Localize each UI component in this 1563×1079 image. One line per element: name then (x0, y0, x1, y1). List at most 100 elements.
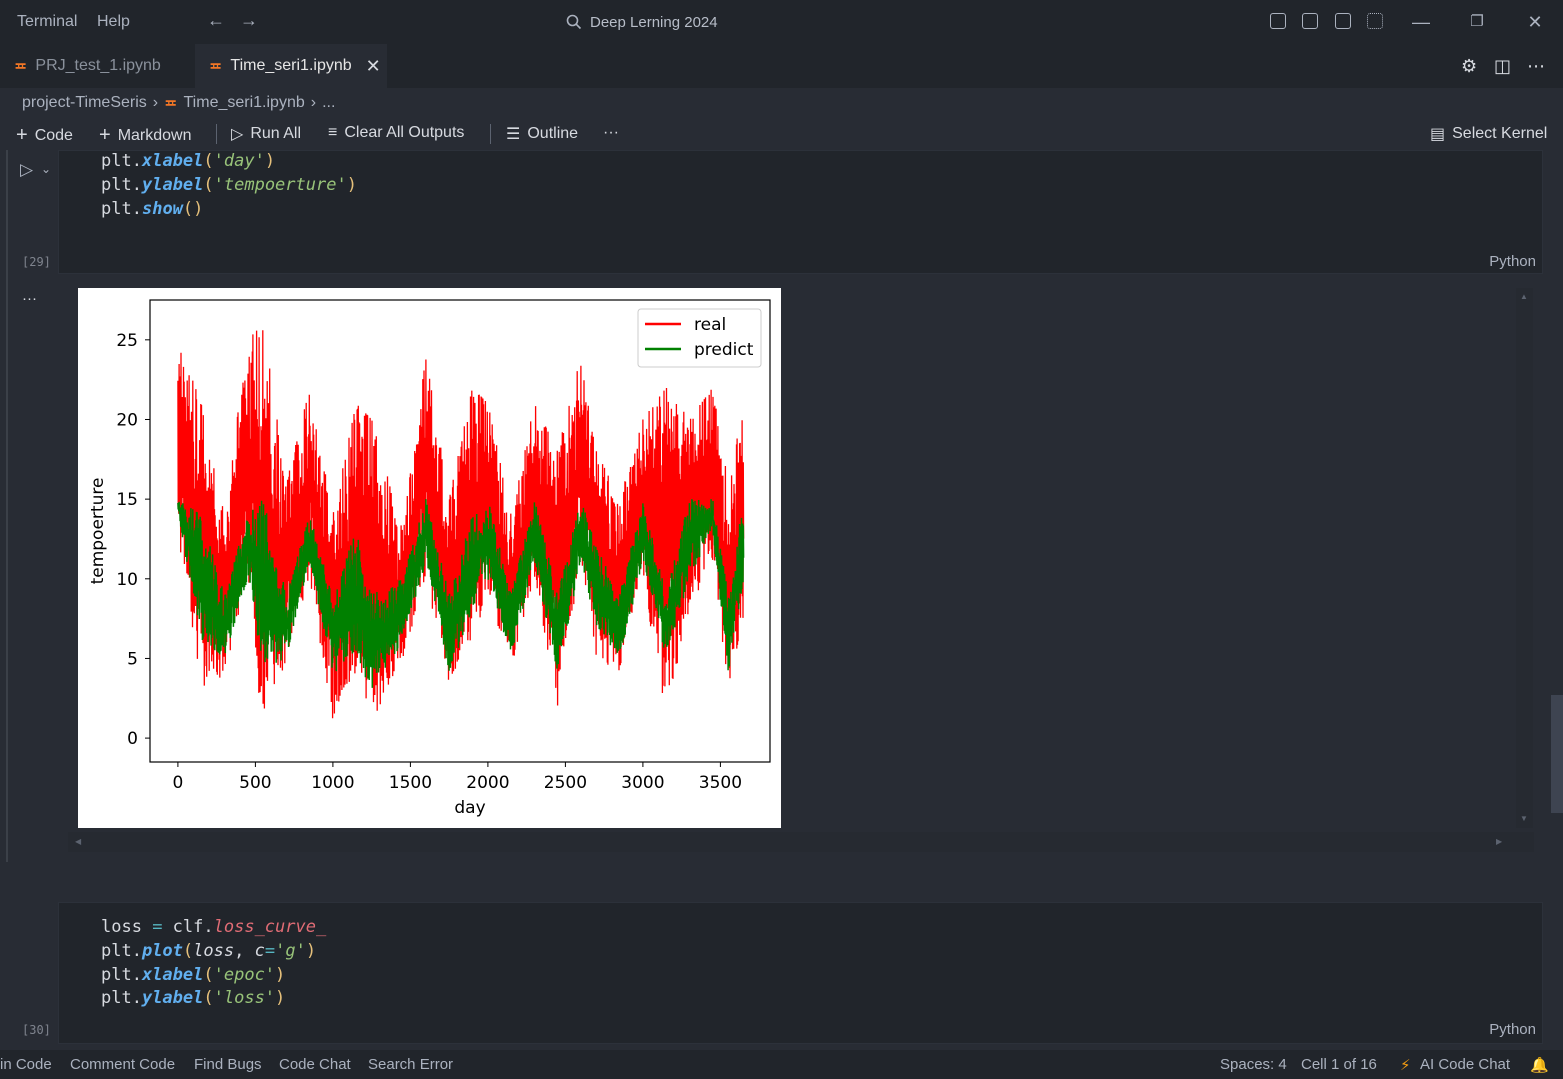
y-tick-label: 15 (116, 490, 138, 510)
gear-icon[interactable]: ⚙ (1461, 56, 1478, 76)
search-icon (566, 14, 582, 30)
legend-label-predict: predict (694, 340, 754, 360)
x-tick-label: 1500 (389, 773, 432, 793)
tab-prj-test[interactable]: ≖ PRJ_test_1.ipynb (0, 44, 195, 88)
chevron-right-icon: › (152, 94, 159, 111)
breadcrumb-more[interactable]: ... (322, 94, 336, 111)
toggle-primary-sidebar-icon[interactable] (1270, 13, 1286, 29)
tab-label: Time_seri1.ipynb (230, 57, 352, 74)
output-horizontal-scrollbar[interactable]: ◀ ▶ (68, 832, 1534, 852)
chevron-down-icon[interactable]: ⌄ (41, 162, 52, 176)
output-actions-icon[interactable]: ··· (22, 290, 37, 307)
plus-icon: + (16, 124, 28, 146)
markdown-label: Markdown (117, 126, 192, 144)
execution-count: [30] (22, 1023, 51, 1037)
notebook-toolbar: + Code + Markdown ▷ Run All ≡ Clear All … (0, 120, 1563, 150)
jupyter-icon: ≖ (209, 58, 223, 75)
notebook-editor: ▷ ⌄ plt.xlabel('day') plt.ylabel('tempoe… (0, 150, 1563, 1050)
toggle-secondary-sidebar-icon[interactable] (1335, 13, 1351, 29)
line-chart: 0 500 1000 1500 2000 2500 3000 3500 0 5 10 15 20 25 da… (88, 299, 771, 818)
legend-label-real: real (694, 315, 726, 335)
bell-icon[interactable]: 🔔 (1530, 1057, 1549, 1074)
x-tick-label: 3000 (621, 773, 664, 793)
breadcrumb-folder[interactable]: project-TimeSeris (22, 94, 147, 111)
editor-tab-bar: ≖ PRJ_test_1.ipynb ≖ Time_seri1.ipynb ✕ … (0, 44, 1563, 88)
status-code-chat[interactable]: Code Chat (279, 1056, 351, 1073)
y-tick-label: 25 (116, 331, 138, 351)
run-all-label: Run All (250, 125, 302, 142)
x-tick-label: 1000 (311, 773, 354, 793)
x-tick-label: 0 (172, 773, 183, 793)
code-cell-1[interactable]: plt.xlabel('day') plt.ylabel('tempoertur… (58, 150, 1543, 274)
scroll-up-icon[interactable]: ▲ (1520, 292, 1528, 301)
close-tab-icon[interactable]: ✕ (365, 55, 381, 76)
code-line: loss = clf.loss_curve_ (101, 917, 327, 937)
toggle-panel-icon[interactable] (1302, 13, 1318, 29)
breadcrumb: project-TimeSeris › ≖ Time_seri1.ipynb ›… (22, 93, 335, 113)
status-explain-code[interactable]: in Code (0, 1056, 52, 1073)
search-text: Deep Lerning 2024 (590, 13, 718, 31)
code-cell-2[interactable]: loss = clf.loss_curve_ plt.plot(loss, c=… (58, 902, 1543, 1044)
cell-language[interactable]: Python (1489, 253, 1536, 270)
code-line: plt.show() (101, 199, 204, 219)
status-comment-code[interactable]: Comment Code (70, 1056, 176, 1073)
outline-button[interactable]: ☰ Outline (506, 124, 578, 144)
toolbar-divider (216, 124, 217, 144)
run-cell-icon[interactable]: ▷ (20, 160, 34, 179)
add-code-cell-button[interactable]: + Code (16, 124, 73, 147)
series-line-predict (177, 499, 745, 688)
cell-language[interactable]: Python (1489, 1021, 1536, 1038)
lightning-icon: ⚡ (1400, 1057, 1411, 1074)
tab-time-seri[interactable]: ≖ Time_seri1.ipynb ✕ (195, 44, 387, 88)
clear-outputs-button[interactable]: ≡ Clear All Outputs (328, 124, 464, 142)
menu-help[interactable]: Help (97, 13, 130, 30)
split-editor-icon[interactable]: ◫ (1494, 56, 1512, 76)
y-tick-label: 10 (116, 570, 138, 590)
scroll-right-icon[interactable]: ▶ (1496, 837, 1503, 846)
code-line: plt.xlabel('epoc') (101, 965, 286, 985)
clear-icon: ≡ (328, 124, 338, 141)
list-icon: ☰ (506, 126, 521, 143)
code-line: plt.xlabel('day') (101, 151, 276, 171)
code-line: plt.plot(loss, c='g') (101, 941, 317, 961)
status-find-bugs[interactable]: Find Bugs (194, 1056, 262, 1073)
scroll-down-icon[interactable]: ▼ (1520, 814, 1528, 823)
chevron-right-icon: › (310, 94, 317, 111)
back-arrow-icon[interactable]: ← (207, 10, 225, 30)
command-center-search[interactable]: Deep Lerning 2024 (566, 11, 718, 33)
select-kernel-button[interactable]: ▤ Select Kernel (1430, 124, 1547, 144)
toolbar-more-button[interactable]: ··· (603, 124, 619, 142)
status-cell-position[interactable]: Cell 1 of 16 (1301, 1056, 1377, 1073)
title-bar: Terminal Help ← → Deep Lerning 2024 — ❐ … (0, 0, 1563, 44)
cell-output: 0 500 1000 1500 2000 2500 3000 3500 0 5 10 15 20 25 da… (78, 288, 781, 828)
notebook-header: project-TimeSeris › ≖ Time_seri1.ipynb ›… (0, 88, 1563, 150)
x-tick-label: 500 (239, 773, 271, 793)
close-window-icon[interactable]: ✕ (1527, 12, 1543, 32)
select-kernel-label: Select Kernel (1452, 125, 1548, 142)
output-vertical-scrollbar[interactable]: ▲ ▼ (1516, 288, 1533, 828)
y-tick-label: 5 (127, 649, 138, 669)
menu-terminal[interactable]: Terminal (17, 13, 78, 30)
minimize-icon[interactable]: — (1412, 12, 1430, 32)
run-all-button[interactable]: ▷ Run All (231, 124, 301, 144)
outline-label: Outline (527, 125, 579, 142)
restore-icon[interactable]: ❐ (1470, 13, 1484, 30)
breadcrumb-file[interactable]: Time_seri1.ipynb (183, 94, 305, 111)
customize-layout-icon[interactable] (1367, 13, 1383, 29)
x-tick-label: 2000 (466, 773, 509, 793)
run-all-icon: ▷ (231, 126, 244, 143)
scroll-left-icon[interactable]: ◀ (75, 837, 82, 846)
status-ai-code-chat[interactable]: AI Code Chat (1420, 1056, 1511, 1073)
forward-arrow-icon[interactable]: → (240, 10, 258, 30)
notebook-scrollbar-thumb[interactable] (1551, 695, 1563, 813)
kernel-icon: ▤ (1430, 126, 1446, 143)
status-search-error[interactable]: Search Error (368, 1056, 454, 1073)
code-label: Code (34, 126, 73, 144)
more-actions-icon[interactable]: ⋯ (1527, 56, 1545, 76)
code-line: plt.ylabel('tempoerture') (101, 175, 357, 195)
toolbar-divider (490, 124, 491, 144)
add-markdown-cell-button[interactable]: + Markdown (99, 124, 192, 147)
y-tick-label: 0 (127, 729, 138, 749)
jupyter-icon: ≖ (14, 58, 28, 75)
status-indentation[interactable]: Spaces: 4 (1220, 1056, 1287, 1073)
